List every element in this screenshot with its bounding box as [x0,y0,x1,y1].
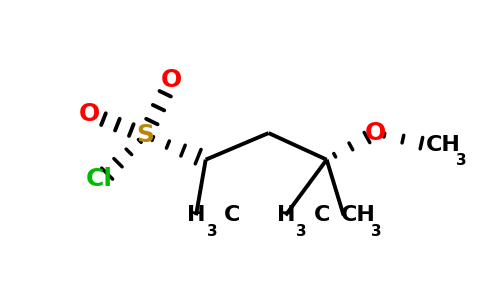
Text: H: H [277,205,295,225]
Text: 3: 3 [371,224,382,238]
Text: H: H [187,205,206,225]
Text: CH: CH [426,135,461,155]
Text: O: O [364,121,386,145]
Text: 3: 3 [207,224,217,238]
Text: C: C [314,205,330,225]
Text: O: O [161,68,182,92]
Text: S: S [136,124,154,148]
Text: CH: CH [341,205,376,225]
Text: Cl: Cl [86,167,113,191]
Text: C: C [224,205,241,225]
Text: 3: 3 [456,153,467,168]
Text: 3: 3 [296,224,307,238]
Text: O: O [79,102,100,126]
